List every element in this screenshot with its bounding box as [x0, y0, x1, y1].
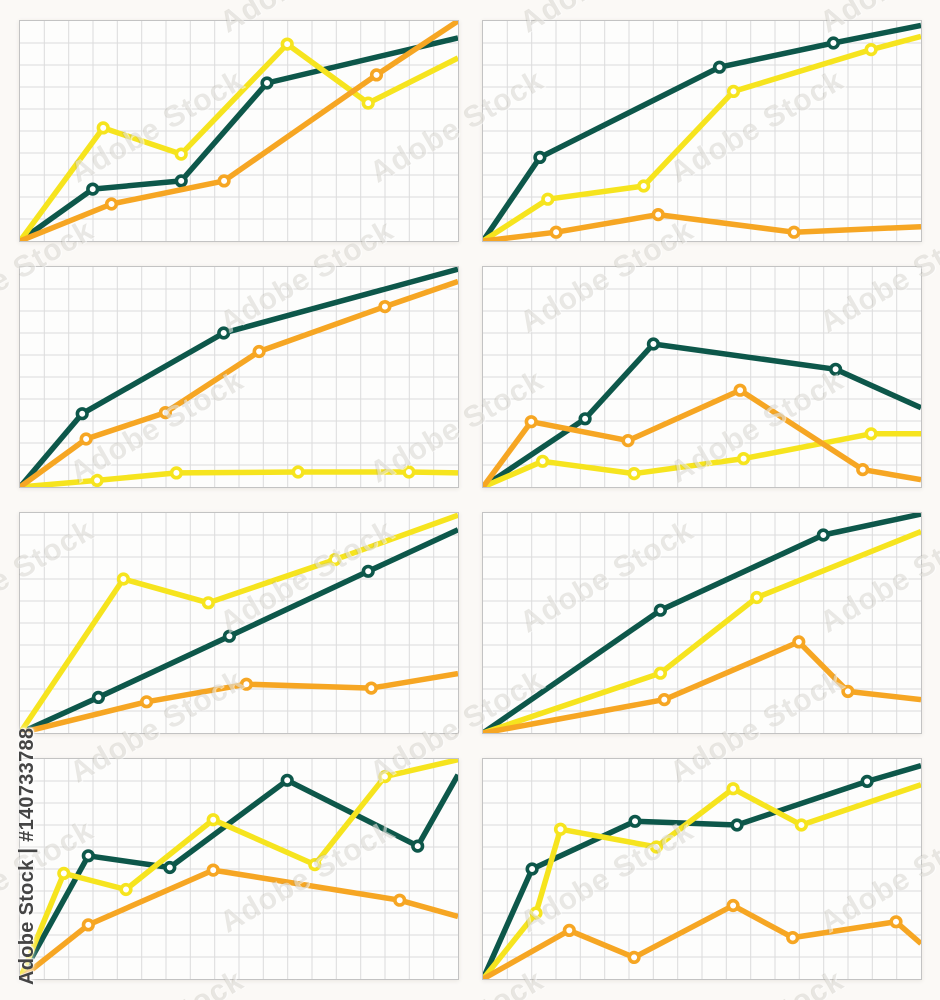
chart-1-svg: [20, 21, 458, 241]
line-chart-panel-8: [482, 758, 922, 980]
line-chart-panel-7: [19, 758, 459, 980]
chart-3-svg: [20, 267, 458, 487]
chart-2-svg: [483, 21, 921, 241]
chart-5-svg: [20, 513, 458, 733]
chart-4-svg: [483, 267, 921, 487]
line-chart-panel-6: [482, 512, 922, 734]
line-chart-panel-3: [19, 266, 459, 488]
line-chart-panel-2: [482, 20, 922, 242]
line-chart-panel-1: [19, 20, 459, 242]
chart-6-svg: [483, 513, 921, 733]
charts-grid: [19, 20, 922, 980]
line-chart-panel-4: [482, 266, 922, 488]
stock-id-watermark: Adobe Stock | #140733788: [16, 727, 38, 985]
chart-8-svg: [483, 759, 921, 979]
chart-7-svg: [20, 759, 458, 979]
line-chart-panel-5: [19, 512, 459, 734]
